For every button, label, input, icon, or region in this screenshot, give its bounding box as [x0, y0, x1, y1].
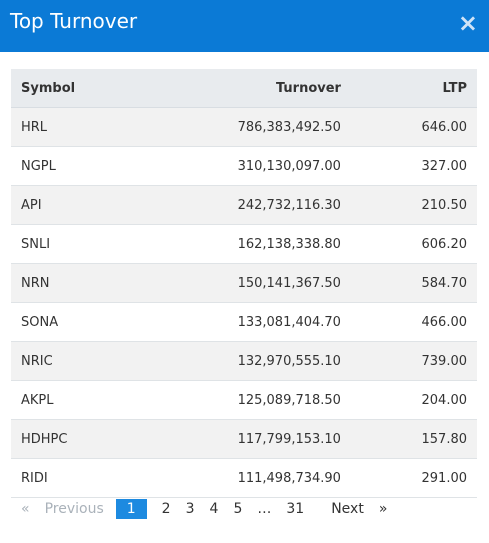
pagination: « Previous 1 2 3 4 5 … 31 Next »	[14, 498, 395, 520]
first-page[interactable]: «	[21, 501, 30, 517]
page-link[interactable]: …	[257, 501, 272, 517]
table-cell: HRL	[11, 107, 135, 147]
table-row: API 242,732,116.30 210.50	[11, 185, 477, 225]
table-cell: 111,498,734.90	[134, 458, 368, 498]
last-page[interactable]: »	[378, 501, 388, 517]
table-cell: 150,141,367.50	[134, 263, 368, 303]
table-row: NRIC 132,970,555.10 739.00	[11, 341, 477, 381]
table-cell: 125,089,718.50	[134, 380, 368, 420]
turnover-table: Symbol Turnover LTP HRL 786,383,492.50 646.0…	[11, 69, 477, 498]
page-link[interactable]: 1	[115, 499, 147, 519]
table-cell: 210.50	[367, 185, 477, 225]
table-cell: 327.00	[367, 146, 477, 186]
previous-page[interactable]: Previous	[44, 501, 104, 517]
table-cell: 310,130,097.00	[134, 146, 368, 186]
column-header[interactable]: LTP	[367, 69, 477, 108]
table-row: NGPL 310,130,097.00 327.00	[11, 146, 477, 186]
table-cell: 157.80	[367, 419, 477, 459]
table-row: HDHPC 117,799,153.10 157.80	[11, 419, 477, 459]
table-row: NRN 150,141,367.50 584.70	[11, 263, 477, 303]
table-cell: API	[11, 185, 135, 225]
table-row: SNLI 162,138,338.80 606.20	[11, 224, 477, 264]
close-button[interactable]: ×	[457, 9, 478, 37]
table-cell: 606.20	[367, 224, 477, 264]
table-cell: 162,138,338.80	[134, 224, 368, 264]
column-header[interactable]: Turnover	[134, 69, 368, 108]
next-page[interactable]: Next	[331, 501, 364, 517]
table-cell: 739.00	[367, 341, 477, 381]
column-header[interactable]: Symbol	[11, 69, 135, 108]
page-link[interactable]: 5	[233, 501, 243, 517]
table-row: SONA 133,081,404.70 466.00	[11, 302, 477, 342]
table-cell: 646.00	[367, 107, 477, 147]
table-cell: NRIC	[11, 341, 135, 381]
table-cell: NGPL	[11, 146, 135, 186]
table-cell: AKPL	[11, 380, 135, 420]
table-cell: 242,732,116.30	[134, 185, 368, 225]
table-cell: 132,970,555.10	[134, 341, 368, 381]
table-cell: SNLI	[11, 224, 135, 264]
table-cell: 133,081,404.70	[134, 302, 368, 342]
page-link[interactable]: 2	[161, 501, 171, 517]
table-row: HRL 786,383,492.50 646.00	[11, 107, 477, 147]
table-cell: NRN	[11, 263, 135, 303]
table-cell: 291.00	[367, 458, 477, 498]
modal-header: Top Turnover ×	[0, 0, 489, 52]
table-cell: 786,383,492.50	[134, 107, 368, 147]
table-cell: SONA	[11, 302, 135, 342]
table-row: RIDI 111,498,734.90 291.00	[11, 458, 477, 498]
table-cell: RIDI	[11, 458, 135, 498]
table-row: AKPL 125,089,718.50 204.00	[11, 380, 477, 420]
page-link[interactable]: 4	[209, 501, 219, 517]
table-cell: HDHPC	[11, 419, 135, 459]
table-cell: 466.00	[367, 302, 477, 342]
table-cell: 584.70	[367, 263, 477, 303]
header-row: Symbol Turnover LTP	[11, 69, 477, 108]
page-link[interactable]: 31	[286, 501, 305, 517]
table-cell: 204.00	[367, 380, 477, 420]
table-cell: 117,799,153.10	[134, 419, 368, 459]
page-link[interactable]: 3	[185, 501, 195, 517]
modal-title: Top Turnover	[10, 9, 138, 33]
